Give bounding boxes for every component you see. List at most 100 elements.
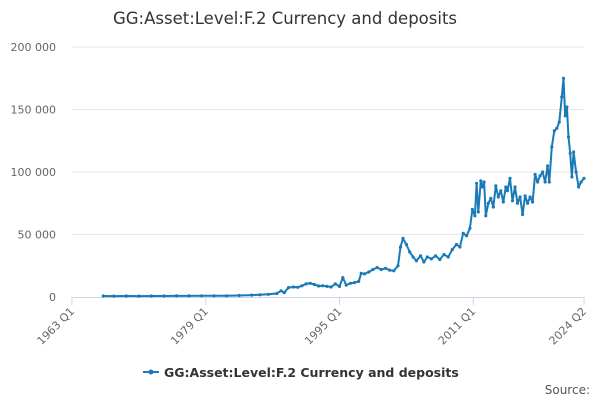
data-point[interactable] (124, 294, 128, 298)
data-point[interactable] (489, 196, 493, 200)
data-point[interactable] (543, 180, 547, 184)
data-point[interactable] (162, 294, 166, 298)
data-point[interactable] (499, 189, 503, 193)
data-point[interactable] (419, 254, 423, 258)
data-point[interactable] (371, 267, 375, 272)
data-point[interactable] (429, 257, 433, 261)
data-point[interactable] (446, 255, 450, 259)
data-point[interactable] (308, 281, 312, 285)
data-point[interactable] (473, 214, 477, 218)
data-point[interactable] (422, 260, 426, 264)
data-point[interactable] (379, 267, 383, 272)
data-point[interactable] (458, 245, 462, 249)
data-point[interactable] (561, 76, 566, 80)
data-point[interactable] (513, 185, 517, 189)
legend-item-label[interactable]: GG:Asset:Level:F.2 Currency and deposits (164, 365, 459, 380)
legend[interactable]: GG:Asset:Level:F.2 Currency and deposits (143, 365, 459, 380)
data-point[interactable] (411, 255, 415, 259)
data-point[interactable] (486, 201, 490, 205)
data-point[interactable] (200, 294, 204, 298)
data-point[interactable] (482, 180, 486, 184)
data-point[interactable] (404, 242, 408, 247)
data-point[interactable] (480, 185, 484, 189)
data-point[interactable] (337, 284, 342, 288)
data-point[interactable] (286, 286, 291, 290)
data-point[interactable] (187, 294, 191, 298)
data-point[interactable] (363, 272, 367, 276)
data-point[interactable] (225, 294, 229, 298)
data-point[interactable] (383, 266, 388, 270)
data-point[interactable] (282, 291, 286, 295)
series-line[interactable] (103, 77, 585, 298)
data-point[interactable] (137, 294, 141, 298)
data-point[interactable] (296, 285, 300, 289)
data-point[interactable] (541, 170, 545, 174)
data-point[interactable] (454, 242, 459, 247)
data-point[interactable] (329, 285, 333, 289)
data-point[interactable] (501, 200, 505, 204)
data-point[interactable] (212, 294, 216, 298)
data-point[interactable] (560, 95, 564, 99)
data-point[interactable] (582, 176, 586, 180)
data-point[interactable] (321, 284, 325, 288)
data-point[interactable] (579, 180, 583, 184)
data-point[interactable] (494, 184, 498, 188)
data-point[interactable] (348, 281, 352, 285)
data-point[interactable] (508, 176, 512, 180)
data-point[interactable] (325, 284, 329, 288)
data-point[interactable] (438, 257, 442, 262)
data-point[interactable] (572, 150, 576, 154)
data-point[interactable] (401, 236, 405, 240)
data-point[interactable] (304, 282, 308, 286)
data-point[interactable] (266, 292, 270, 296)
data-point[interactable] (398, 245, 403, 249)
data-point[interactable] (344, 283, 348, 287)
data-point[interactable] (465, 234, 469, 238)
data-point[interactable] (538, 174, 542, 178)
data-point[interactable] (237, 293, 241, 298)
data-point[interactable] (526, 201, 530, 205)
data-point[interactable] (555, 126, 559, 130)
data-point[interactable] (367, 270, 371, 274)
data-point[interactable] (479, 179, 483, 183)
data-point[interactable] (533, 172, 537, 177)
data-point[interactable] (425, 255, 429, 259)
data-point[interactable] (510, 199, 515, 203)
data-point[interactable] (392, 269, 396, 273)
data-point[interactable] (333, 282, 337, 286)
data-point[interactable] (359, 271, 363, 275)
data-point[interactable] (574, 170, 578, 174)
data-point[interactable] (461, 231, 465, 235)
data-point[interactable] (396, 264, 400, 268)
data-point[interactable] (563, 114, 567, 118)
data-point[interactable] (291, 285, 296, 289)
data-point[interactable] (515, 201, 520, 205)
data-point[interactable] (312, 282, 316, 287)
data-point[interactable] (258, 293, 262, 297)
data-point[interactable] (568, 151, 572, 155)
data-point[interactable] (565, 105, 569, 109)
data-point[interactable] (275, 291, 279, 296)
data-point[interactable] (552, 129, 556, 133)
data-point[interactable] (528, 195, 532, 199)
data-point[interactable] (317, 284, 321, 288)
data-point[interactable] (352, 281, 357, 285)
data-point[interactable] (112, 294, 116, 298)
data-point[interactable] (470, 207, 474, 212)
data-point[interactable] (484, 214, 488, 218)
data-point[interactable] (388, 268, 392, 272)
data-point[interactable] (531, 200, 535, 204)
data-point[interactable] (250, 293, 254, 297)
data-point[interactable] (491, 205, 495, 209)
data-point[interactable] (101, 294, 105, 298)
data-point[interactable] (149, 294, 153, 298)
data-point[interactable] (375, 266, 379, 270)
data-point[interactable] (566, 135, 571, 139)
data-point[interactable] (518, 195, 522, 199)
data-point[interactable] (279, 289, 283, 293)
data-point[interactable] (442, 252, 446, 257)
data-point[interactable] (357, 279, 361, 283)
data-point[interactable] (547, 180, 551, 184)
data-point[interactable] (450, 247, 454, 252)
data-point[interactable] (414, 259, 418, 263)
